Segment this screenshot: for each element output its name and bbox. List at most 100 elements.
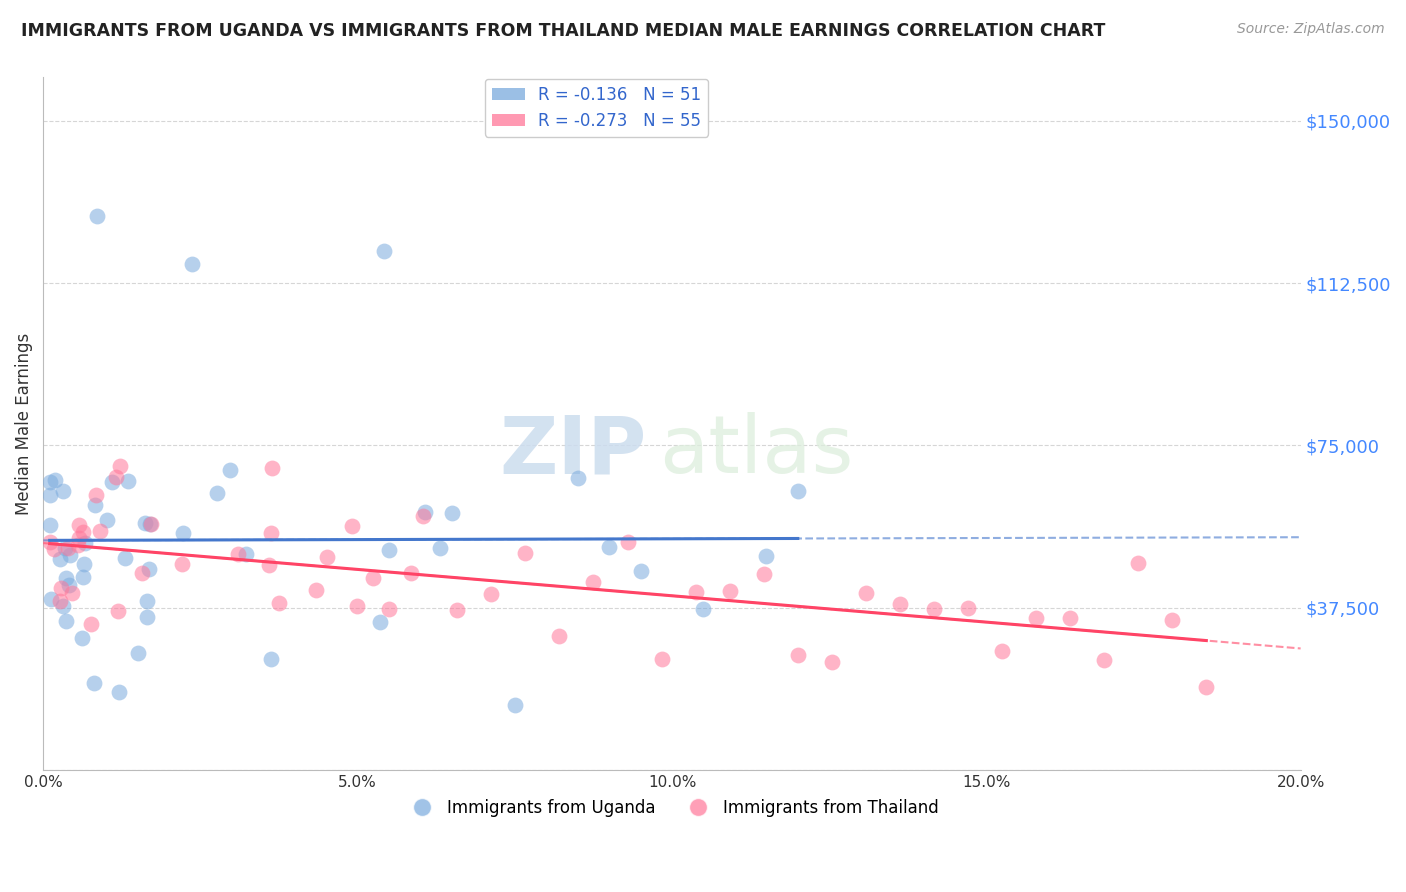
Point — [1025, 611, 1047, 625]
Point — [1128, 556, 1150, 570]
Point — [413, 504, 436, 518]
Point — [755, 549, 778, 563]
Point — [340, 519, 363, 533]
Point — [49, 581, 72, 595]
Point — [260, 460, 283, 475]
Point — [139, 516, 162, 531]
Point — [67, 518, 90, 533]
Point — [378, 543, 401, 558]
Point — [226, 547, 249, 561]
Point — [39, 591, 62, 606]
Point — [1059, 611, 1081, 625]
Point — [56, 541, 79, 555]
Point — [786, 648, 808, 663]
Point — [1161, 613, 1184, 627]
Point — [181, 256, 204, 270]
Point — [685, 584, 707, 599]
Point — [598, 540, 620, 554]
Point — [59, 548, 82, 562]
Point — [134, 516, 156, 531]
Point — [52, 599, 75, 613]
Point — [567, 470, 589, 484]
Point — [101, 475, 124, 489]
Point — [503, 698, 526, 712]
Point — [922, 601, 945, 615]
Point — [60, 586, 83, 600]
Point — [440, 506, 463, 520]
Point — [136, 609, 159, 624]
Y-axis label: Median Male Earnings: Median Male Earnings — [15, 333, 32, 515]
Point — [260, 652, 283, 666]
Point — [127, 646, 149, 660]
Point — [1195, 681, 1218, 695]
Point — [86, 209, 108, 223]
Point — [260, 525, 283, 540]
Point — [399, 566, 422, 580]
Point — [630, 564, 652, 578]
Point — [207, 486, 229, 500]
Point — [786, 484, 808, 499]
Point — [889, 597, 911, 611]
Point — [346, 599, 368, 614]
Point — [38, 534, 60, 549]
Point — [107, 605, 129, 619]
Point — [267, 596, 290, 610]
Point — [138, 562, 160, 576]
Point — [1092, 653, 1115, 667]
Point — [80, 616, 103, 631]
Point — [135, 594, 157, 608]
Point — [38, 488, 60, 502]
Point — [117, 475, 139, 489]
Point — [172, 525, 194, 540]
Point — [39, 517, 62, 532]
Point — [84, 498, 107, 512]
Text: Source: ZipAtlas.com: Source: ZipAtlas.com — [1237, 22, 1385, 37]
Point — [131, 566, 153, 580]
Point — [172, 557, 194, 571]
Point — [114, 551, 136, 566]
Point — [49, 552, 72, 566]
Point — [429, 541, 451, 556]
Point — [108, 685, 131, 699]
Point — [752, 566, 775, 581]
Point — [855, 585, 877, 599]
Point — [316, 549, 339, 564]
Point — [72, 525, 94, 540]
Point — [378, 602, 401, 616]
Point — [991, 643, 1014, 657]
Point — [73, 558, 96, 572]
Point — [58, 578, 80, 592]
Point — [582, 574, 605, 589]
Point — [515, 546, 537, 560]
Point — [412, 508, 434, 523]
Point — [44, 541, 66, 556]
Point — [548, 628, 571, 642]
Point — [692, 602, 714, 616]
Point — [55, 571, 77, 585]
Point — [616, 535, 638, 549]
Point — [361, 571, 384, 585]
Point — [139, 517, 162, 532]
Point — [956, 600, 979, 615]
Point — [67, 538, 90, 552]
Point — [446, 602, 468, 616]
Point — [718, 584, 741, 599]
Text: IMMIGRANTS FROM UGANDA VS IMMIGRANTS FROM THAILAND MEDIAN MALE EARNINGS CORRELAT: IMMIGRANTS FROM UGANDA VS IMMIGRANTS FRO… — [21, 22, 1105, 40]
Point — [368, 615, 391, 629]
Point — [257, 558, 280, 572]
Legend: Immigrants from Uganda, Immigrants from Thailand: Immigrants from Uganda, Immigrants from … — [399, 793, 945, 824]
Point — [305, 582, 328, 597]
Text: atlas: atlas — [659, 412, 853, 491]
Point — [96, 513, 118, 527]
Point — [651, 651, 673, 665]
Point — [105, 470, 128, 484]
Point — [235, 547, 257, 561]
Point — [219, 463, 242, 477]
Point — [89, 524, 111, 538]
Text: ZIP: ZIP — [499, 412, 647, 491]
Point — [110, 458, 132, 473]
Point — [73, 535, 96, 549]
Point — [67, 531, 90, 545]
Point — [55, 614, 77, 628]
Point — [86, 488, 108, 502]
